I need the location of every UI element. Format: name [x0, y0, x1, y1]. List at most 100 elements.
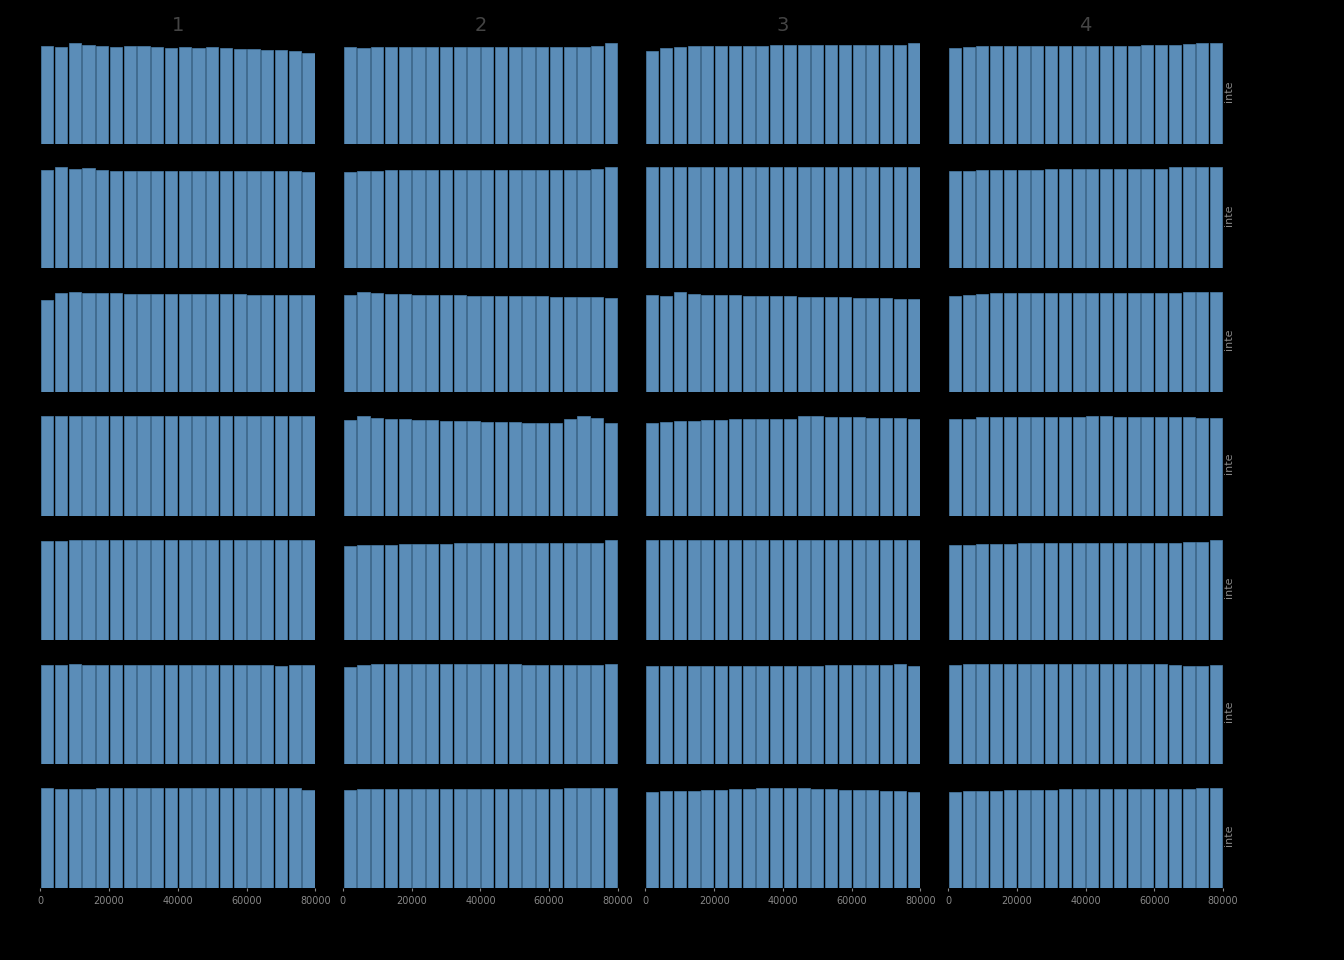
- Bar: [454, 789, 466, 888]
- Bar: [1196, 43, 1208, 144]
- Bar: [550, 171, 562, 268]
- Bar: [1196, 167, 1208, 268]
- Bar: [454, 47, 466, 144]
- Bar: [673, 420, 685, 516]
- Bar: [399, 171, 411, 268]
- Bar: [550, 422, 562, 516]
- Bar: [1004, 663, 1016, 764]
- Bar: [439, 789, 452, 888]
- Bar: [1046, 46, 1058, 144]
- Bar: [660, 540, 672, 640]
- Bar: [1004, 417, 1016, 516]
- Bar: [1210, 540, 1222, 640]
- Bar: [1141, 417, 1153, 516]
- Bar: [536, 542, 548, 640]
- Bar: [97, 171, 109, 268]
- Bar: [523, 47, 535, 144]
- Bar: [165, 665, 177, 764]
- Bar: [247, 295, 259, 392]
- Bar: [1059, 46, 1071, 144]
- Bar: [124, 416, 136, 516]
- Bar: [1210, 665, 1222, 764]
- Bar: [962, 663, 974, 764]
- Bar: [563, 419, 575, 516]
- Bar: [894, 418, 906, 516]
- Bar: [536, 422, 548, 516]
- Bar: [137, 416, 149, 516]
- Bar: [495, 663, 507, 764]
- Bar: [1046, 169, 1058, 268]
- Bar: [991, 170, 1003, 268]
- Bar: [42, 171, 54, 268]
- Bar: [165, 540, 177, 640]
- Bar: [673, 666, 685, 764]
- Bar: [1073, 789, 1085, 888]
- Bar: [495, 47, 507, 144]
- Bar: [797, 416, 809, 516]
- Bar: [1031, 170, 1043, 268]
- Bar: [825, 417, 837, 516]
- Bar: [509, 789, 521, 888]
- Bar: [894, 299, 906, 392]
- Bar: [439, 543, 452, 640]
- Bar: [976, 791, 988, 888]
- Bar: [894, 45, 906, 144]
- Bar: [770, 167, 782, 268]
- Bar: [481, 296, 493, 392]
- Bar: [276, 51, 288, 144]
- Bar: [591, 297, 603, 392]
- Bar: [384, 171, 396, 268]
- Bar: [867, 540, 879, 640]
- Bar: [715, 540, 727, 640]
- Bar: [82, 665, 94, 764]
- Bar: [151, 172, 163, 268]
- Bar: [728, 295, 741, 392]
- Bar: [151, 416, 163, 516]
- Bar: [439, 47, 452, 144]
- Bar: [605, 167, 617, 268]
- Bar: [179, 788, 191, 888]
- Bar: [578, 171, 590, 268]
- Bar: [1031, 293, 1043, 392]
- Bar: [839, 790, 851, 888]
- Bar: [110, 172, 122, 268]
- Bar: [468, 420, 480, 516]
- Bar: [646, 666, 659, 764]
- Bar: [949, 665, 961, 764]
- Bar: [867, 45, 879, 144]
- Bar: [702, 46, 714, 144]
- Bar: [302, 173, 314, 268]
- Bar: [220, 48, 233, 144]
- Bar: [371, 544, 383, 640]
- Bar: [1101, 293, 1113, 392]
- Bar: [949, 419, 961, 516]
- Bar: [481, 789, 493, 888]
- Bar: [344, 295, 356, 392]
- Bar: [742, 419, 754, 516]
- Bar: [825, 167, 837, 268]
- Bar: [399, 47, 411, 144]
- Bar: [124, 46, 136, 144]
- Bar: [179, 540, 191, 640]
- Bar: [976, 417, 988, 516]
- Bar: [289, 295, 301, 392]
- Bar: [247, 416, 259, 516]
- Bar: [276, 540, 288, 640]
- Bar: [137, 540, 149, 640]
- Bar: [192, 665, 204, 764]
- Bar: [839, 540, 851, 640]
- Bar: [220, 540, 233, 640]
- Bar: [495, 542, 507, 640]
- Bar: [1183, 789, 1195, 888]
- Bar: [151, 47, 163, 144]
- Bar: [605, 298, 617, 392]
- Bar: [165, 294, 177, 392]
- Bar: [165, 788, 177, 888]
- Bar: [646, 792, 659, 888]
- Bar: [426, 663, 438, 764]
- Bar: [550, 297, 562, 392]
- Y-axis label: inte: inte: [1223, 81, 1234, 102]
- Bar: [509, 663, 521, 764]
- Bar: [124, 540, 136, 640]
- Bar: [1004, 46, 1016, 144]
